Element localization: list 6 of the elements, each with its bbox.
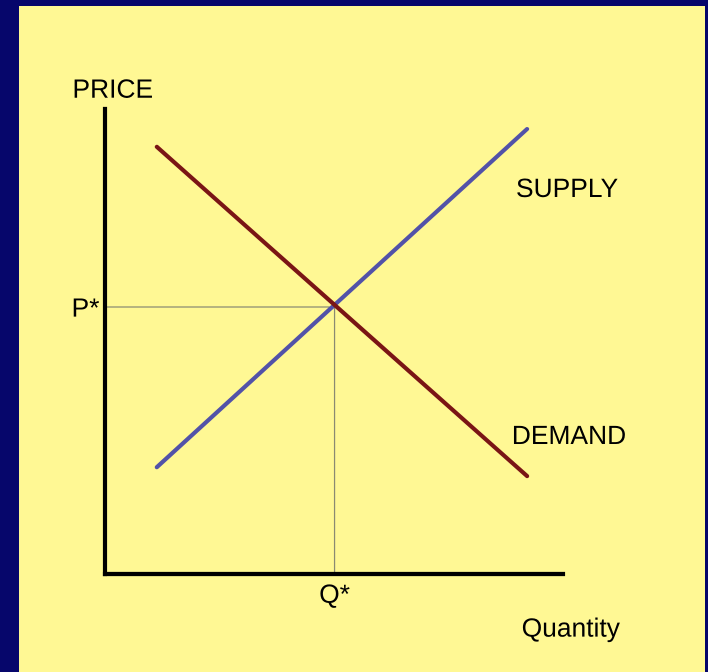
- series-label: SUPPLY: [517, 178, 618, 198]
- text: Q*: [320, 584, 350, 608]
- y-axis-title: PRICE: [74, 79, 152, 98]
- series-label: DEMAND: [514, 426, 625, 444]
- x-axis-title: Quantity: [522, 618, 620, 642]
- ref-line-label: P*: [74, 298, 100, 317]
